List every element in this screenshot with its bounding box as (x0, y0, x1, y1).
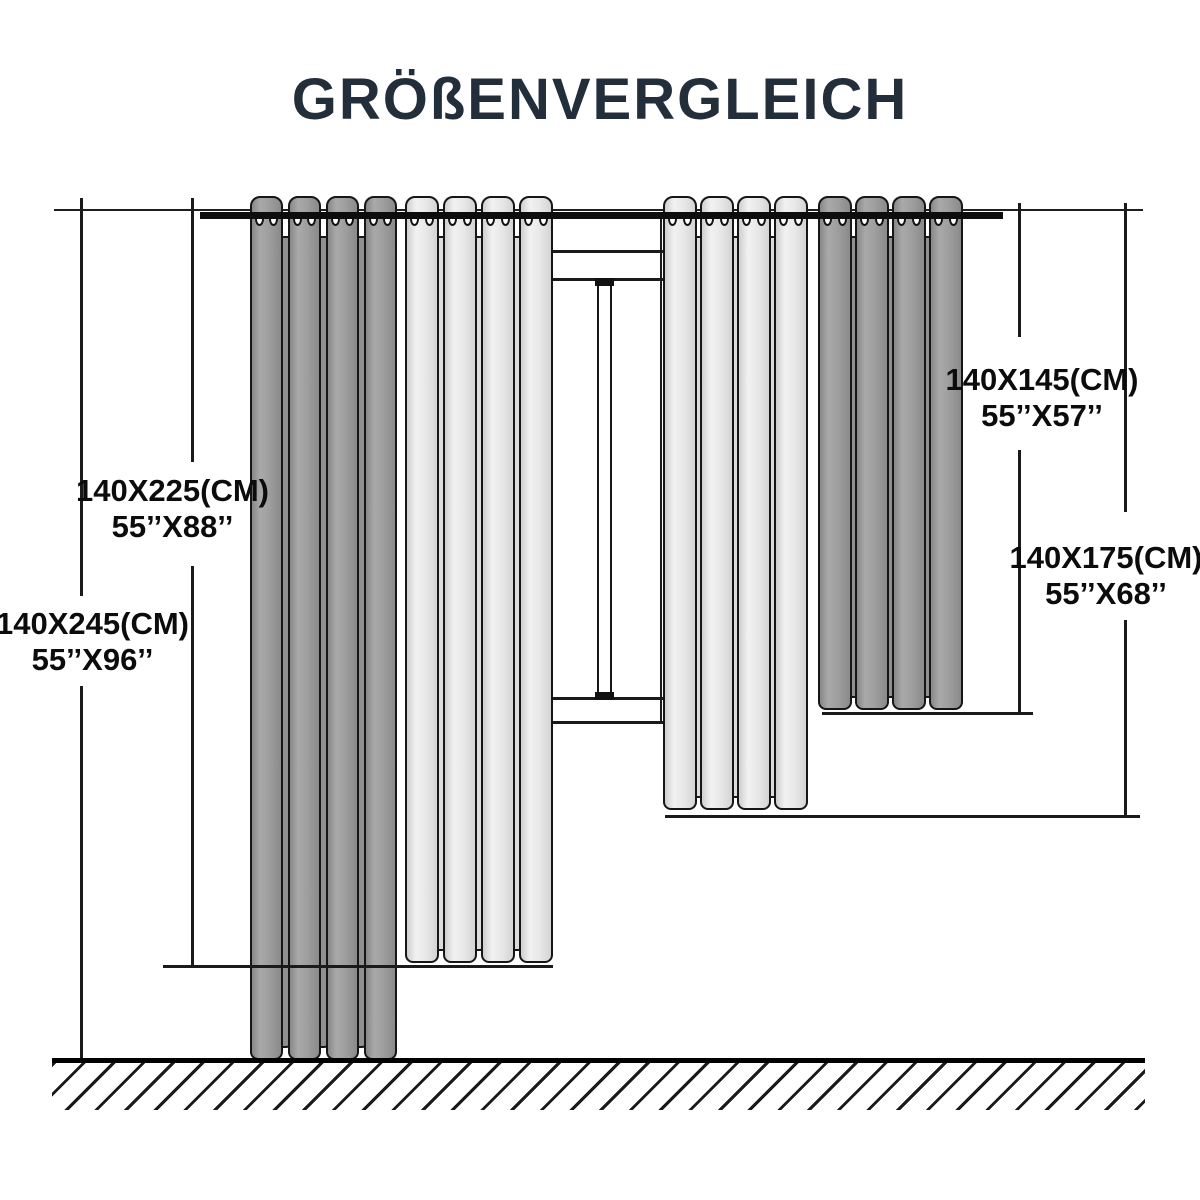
size-label-145-cm: 140X145(CM) (945, 362, 1139, 397)
size-label-145-inch: 55’’X57’’ (981, 398, 1103, 433)
window-frame-right-edge (660, 219, 662, 723)
curtain-pleat (481, 196, 515, 963)
curtain-pleat (892, 196, 926, 710)
curtain-panel-left-light-225 (405, 196, 553, 963)
curtain-pleat (326, 196, 359, 1060)
curtain-panel-right-dark-145 (818, 196, 963, 710)
curtain-pleat (929, 196, 963, 710)
measure-line-245-upper (80, 198, 83, 596)
size-label-245: 140X245(CM) 55’’X96’’ (0, 606, 195, 678)
window-mullion-bottom-cap (595, 692, 614, 700)
curtain-panel-left-dark-245 (250, 196, 397, 1060)
floor-line (52, 1058, 1145, 1063)
size-label-225: 140X225(CM) 55’’X88’’ (40, 473, 305, 545)
curtain-pleat (250, 196, 283, 1060)
tick-bottom-145 (822, 712, 1033, 715)
curtain-pleat (405, 196, 439, 963)
measure-line-175-upper (1124, 203, 1127, 512)
curtain-pleat (855, 196, 889, 710)
curtain-pleat (443, 196, 477, 963)
measure-line-245-lower (80, 686, 83, 1061)
curtain-panel-right-light-175 (663, 196, 808, 810)
size-label-225-cm: 140X225(CM) (76, 473, 269, 508)
curtain-pleat (519, 196, 553, 963)
measure-line-225-lower (191, 566, 194, 966)
size-label-245-cm: 140X245(CM) (0, 606, 189, 641)
curtain-rod (200, 212, 1003, 219)
size-label-175-cm: 140X175(CM) (1009, 540, 1200, 575)
curtain-pleat (700, 196, 734, 810)
curtain-pleat (818, 196, 852, 710)
measure-line-145-upper (1018, 203, 1021, 337)
curtain-pleat (663, 196, 697, 810)
ceiling-line (54, 209, 1143, 211)
curtain-pleat (737, 196, 771, 810)
size-label-175: 140X175(CM) 55’’X68’’ (994, 540, 1200, 612)
measure-line-225-upper (191, 198, 194, 462)
size-label-225-inch: 55’’X88’’ (111, 509, 234, 544)
page-title: GRÖßENVERGLEICH (291, 67, 909, 132)
floor-hatching (52, 1063, 1145, 1110)
curtain-pleat (364, 196, 397, 1060)
measure-line-175-lower (1124, 620, 1127, 817)
window-top-rail (549, 250, 663, 253)
window-mullion (597, 278, 612, 700)
size-label-145: 140X145(CM) 55’’X57’’ (930, 362, 1154, 434)
measure-line-145-lower (1018, 450, 1021, 714)
curtain-pleat (288, 196, 321, 1060)
size-label-245-inch: 55’’X96’’ (31, 642, 154, 677)
window-mullion-top-cap (595, 278, 614, 286)
size-label-175-inch: 55’’X68’’ (1045, 576, 1167, 611)
tick-bottom-175 (665, 815, 1140, 818)
tick-bottom-225 (163, 965, 553, 968)
curtain-pleat (774, 196, 808, 810)
window-bottom-rail-inner (549, 721, 663, 724)
